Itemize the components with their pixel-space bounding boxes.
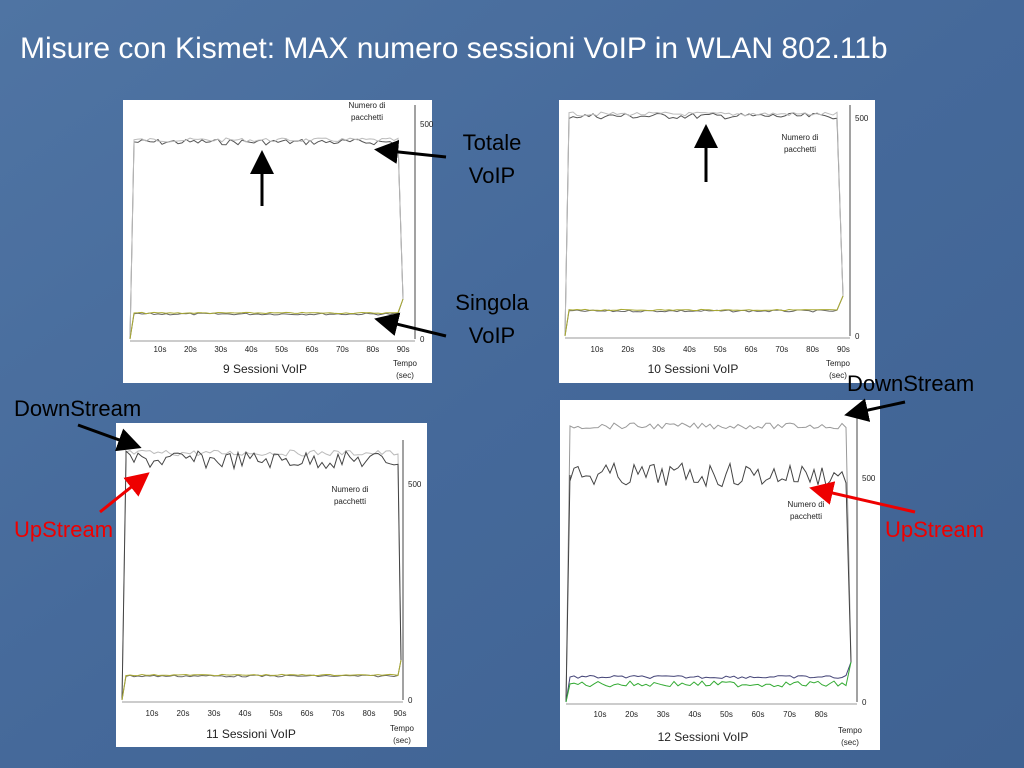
x-tick-label: 40s xyxy=(683,345,696,354)
chart-panel: 500 0 10s 20s 30s 40s 50s 60s 70s 80s 90s Numero di… xyxy=(559,100,875,383)
y-tick-label: 500 xyxy=(408,480,422,489)
x-tick-label: 70s xyxy=(775,345,788,354)
x-tick-label: 20s xyxy=(621,345,634,354)
x-tick-label: 20s xyxy=(184,345,197,354)
annotation: UpStream xyxy=(885,517,984,542)
x-tick-label: 10s xyxy=(591,345,604,354)
x-tick-label: 50s xyxy=(270,709,283,718)
chart-panel: 500 0 10s 20s 30s 40s 50s 60s 70s 80s Numero di pac… xyxy=(560,400,880,750)
x-tick-label: 30s xyxy=(208,709,221,718)
annotation: DownStream xyxy=(14,396,141,421)
x-tick-label: 80s xyxy=(363,709,376,718)
x-tick-label: 40s xyxy=(688,710,701,719)
x-tick-label: 80s xyxy=(806,345,819,354)
annotation: VoIP xyxy=(469,163,515,188)
trace xyxy=(129,137,404,340)
trace xyxy=(565,422,852,703)
trace xyxy=(564,112,844,337)
red-arrows xyxy=(99,472,916,514)
caption: 11 Sessioni VoIP xyxy=(206,727,296,741)
x-tick-label: 60s xyxy=(306,345,319,354)
y-label: Numero di xyxy=(349,101,386,110)
x-tick-label: 80s xyxy=(366,345,379,354)
x-tick-label: 60s xyxy=(752,710,765,719)
slide-title: Misure con Kismet: MAX numero sessioni V… xyxy=(20,32,888,65)
trace xyxy=(565,661,852,703)
y-tick-label: 500 xyxy=(862,474,876,483)
y-tick-label: 0 xyxy=(420,335,425,344)
x-label: (sec) xyxy=(829,371,847,380)
y-label: Numero di xyxy=(332,485,369,494)
y-tick-label: 0 xyxy=(408,696,413,705)
x-label: (sec) xyxy=(841,738,859,747)
annotation: DownStream xyxy=(847,371,974,396)
chart-panel: 500 0 10s 20s 30s 40s 50s 60s 70s 80s 90s Numero di… xyxy=(116,423,427,747)
x-tick-label: 30s xyxy=(657,710,670,719)
x-tick-label: 20s xyxy=(177,709,190,718)
trace xyxy=(121,449,402,701)
trace xyxy=(121,449,402,701)
y-label: pacchetti xyxy=(351,113,383,122)
trace xyxy=(565,461,852,703)
y-label: pacchetti xyxy=(334,497,366,506)
y-label: Numero di xyxy=(788,500,825,509)
y-tick-label: 500 xyxy=(855,114,869,123)
x-label: Tempo xyxy=(838,726,863,735)
x-tick-label: 10s xyxy=(154,345,167,354)
y-tick-label: 0 xyxy=(855,332,860,341)
x-label: (sec) xyxy=(393,736,411,745)
caption: 9 Sessioni VoIP xyxy=(223,362,307,376)
x-tick-label: 20s xyxy=(625,710,638,719)
annotation: Singola xyxy=(455,290,529,315)
trace xyxy=(565,661,852,703)
x-tick-label: 90s xyxy=(837,345,850,354)
trace xyxy=(564,111,844,337)
annotation: VoIP xyxy=(469,323,515,348)
x-tick-label: 40s xyxy=(239,709,252,718)
caption: 10 Sessioni VoIP xyxy=(648,362,739,376)
y-label: pacchetti xyxy=(784,145,816,154)
y-label: Numero di xyxy=(782,133,819,142)
panel-background xyxy=(116,423,427,747)
x-tick-label: 60s xyxy=(745,345,758,354)
chart-panel: 500 0 10s 20s 30s 40s 50s 60s 70s 80s 90s Numero di… xyxy=(123,100,434,383)
x-tick-label: 50s xyxy=(275,345,288,354)
x-tick-label: 90s xyxy=(397,345,410,354)
x-tick-label: 60s xyxy=(301,709,314,718)
x-tick-label: 80s xyxy=(815,710,828,719)
trace xyxy=(564,295,844,337)
y-label: pacchetti xyxy=(790,512,822,521)
x-tick-label: 70s xyxy=(783,710,796,719)
annotation: Totale xyxy=(463,130,522,155)
x-label: (sec) xyxy=(396,371,414,380)
x-tick-label: 70s xyxy=(332,709,345,718)
trace xyxy=(129,298,404,340)
trace xyxy=(129,298,404,340)
x-tick-label: 50s xyxy=(720,710,733,719)
panel-background xyxy=(560,400,880,750)
x-tick-label: 40s xyxy=(245,345,258,354)
x-tick-label: 10s xyxy=(594,710,607,719)
x-tick-label: 50s xyxy=(714,345,727,354)
y-tick-label: 500 xyxy=(420,120,434,129)
arrows xyxy=(77,124,906,452)
x-tick-label: 70s xyxy=(336,345,349,354)
x-label: Tempo xyxy=(826,359,851,368)
x-label: Tempo xyxy=(393,359,418,368)
x-tick-label: 30s xyxy=(652,345,665,354)
annotation: UpStream xyxy=(14,517,113,542)
caption: 12 Sessioni VoIP xyxy=(658,730,749,744)
x-tick-label: 30s xyxy=(214,345,227,354)
trace xyxy=(121,659,402,701)
panel-background xyxy=(559,100,875,383)
y-tick-label: 0 xyxy=(862,698,867,707)
x-tick-label: 10s xyxy=(146,709,159,718)
x-label: Tempo xyxy=(390,724,415,733)
x-tick-label: 90s xyxy=(394,709,407,718)
